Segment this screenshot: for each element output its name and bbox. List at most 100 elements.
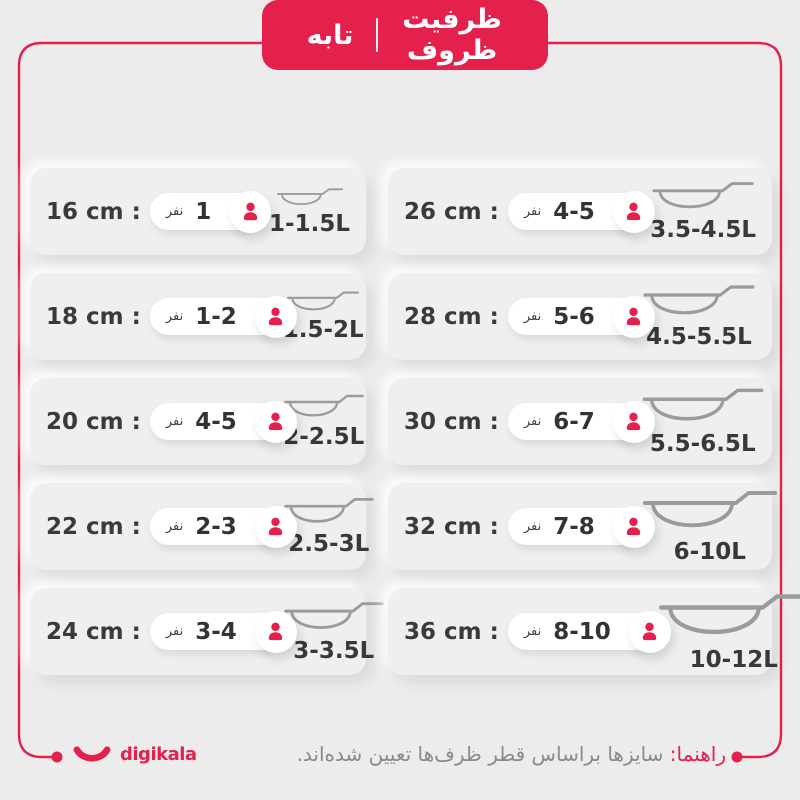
pan-icon [284, 601, 384, 629]
size-card-24cm: 24 cm : نفر 3-4 3-3.5L [30, 588, 384, 675]
volume-group: 3-3.5L [283, 600, 385, 664]
person-icon-circle [229, 190, 272, 233]
size-cards-column-left: 16 cm : نفر 1 1-1.5L 18 cm : نفر [30, 168, 384, 675]
volume-label: 2-2.5L [283, 424, 365, 450]
people-count: 7-8 [553, 513, 595, 540]
volume-label: 1.5-2L [282, 317, 364, 343]
size-card-32cm: 32 cm : نفر 7-8 6-10L [388, 483, 777, 570]
size-card-18cm: 18 cm : نفر 1-2 1.5-2L [30, 273, 366, 360]
volume-group: 6-10L [641, 488, 779, 565]
pan-icon [276, 187, 343, 205]
pan-icon [283, 498, 374, 523]
volume-label: 2.5-3L [288, 531, 370, 557]
volume-label: 4.5-5.5L [646, 324, 752, 350]
volume-label: 5.5-6.5L [649, 431, 756, 457]
diameter-label: 32 cm : [404, 513, 499, 540]
people-unit-label: نفر [523, 624, 542, 639]
people-count: 2-3 [195, 513, 237, 540]
diameter-label: 16 cm : [46, 198, 141, 225]
person-icon-circle [628, 610, 671, 653]
size-card-30cm: 30 cm : نفر 6-7 5.5-6.5L [388, 378, 772, 465]
people-pill: نفر 1 [149, 190, 272, 233]
person-icon [627, 412, 641, 431]
people-count: 5-6 [553, 303, 595, 330]
header-item-label: تابه [306, 19, 354, 51]
size-cards-column-right: 26 cm : نفر 4-5 3.5-4.5L 28 cm : نفر [388, 168, 800, 675]
people-pill: نفر 5-6 [507, 295, 655, 338]
person-icon [269, 517, 283, 536]
volume-label: 3-3.5L [293, 637, 375, 664]
people-pill: نفر 3-4 [149, 610, 297, 653]
people-pill: نفر 7-8 [507, 505, 655, 548]
volume-label: 6-10L [673, 539, 746, 565]
person-icon-circle [612, 295, 655, 338]
volume-group: 3.5-4.5L [650, 180, 756, 243]
volume-group: 2.5-3L [283, 496, 375, 557]
diameter-label: 20 cm : [46, 408, 141, 435]
person-icon-circle [612, 505, 655, 548]
person-icon [269, 622, 283, 641]
volume-group: 1-1.5L [269, 187, 350, 237]
size-card-20cm: 20 cm : نفر 4-5 2-2.5L [30, 378, 366, 465]
people-count: 6-7 [553, 408, 595, 435]
frame-end-dot-right [731, 751, 743, 763]
header-badge: تابه ظرفیت ظروف [262, 0, 548, 70]
people-pill: نفر 1-2 [149, 295, 297, 338]
person-icon-circle [254, 295, 297, 338]
size-card-16cm: 16 cm : نفر 1 1-1.5L [30, 168, 366, 255]
pan-icon [287, 291, 360, 311]
people-unit-label: نفر [165, 624, 184, 639]
people-unit-label: نفر [165, 519, 184, 534]
brand-logo: digikala [73, 744, 197, 765]
pan-icon [642, 388, 764, 421]
pan-icon [642, 491, 777, 528]
diameter-label: 30 cm : [404, 408, 499, 435]
footer-note-label: راهنما: [669, 742, 726, 766]
person-icon-circle [254, 400, 297, 443]
volume-group: 4.5-5.5L [642, 283, 756, 350]
volume-label: 3.5-4.5L [650, 217, 756, 243]
frame-end-dot-left [51, 751, 63, 763]
volume-group: 5.5-6.5L [641, 386, 765, 457]
people-count: 1-2 [195, 303, 237, 330]
people-count: 4-5 [553, 198, 595, 225]
volume-label: 10-12L [689, 646, 778, 673]
people-unit-label: نفر [165, 414, 184, 429]
person-icon [243, 202, 257, 221]
size-card-26cm: 26 cm : نفر 4-5 3.5-4.5L [388, 168, 772, 255]
size-card-36cm: 36 cm : نفر 8-10 10-12L [388, 588, 800, 675]
people-pill: نفر 8-10 [507, 610, 671, 653]
volume-group: 2-2.5L [283, 393, 365, 450]
volume-label: 1-1.5L [269, 210, 350, 237]
person-icon [627, 307, 641, 326]
person-icon-circle [254, 505, 297, 548]
people-unit-label: نفر [165, 204, 184, 219]
people-pill: نفر 6-7 [507, 400, 655, 443]
diameter-label: 18 cm : [46, 303, 141, 330]
people-unit-label: نفر [523, 204, 542, 219]
person-icon-circle [612, 190, 655, 233]
size-card-28cm: 28 cm : نفر 5-6 4.5-5.5L [388, 273, 772, 360]
people-count: 8-10 [553, 618, 611, 645]
diameter-label: 24 cm : [46, 618, 141, 645]
header-category-label: ظرفیت ظروف [402, 4, 502, 66]
header-divider [376, 18, 378, 52]
volume-group: 1.5-2L [283, 290, 364, 343]
people-pill: نفر 2-3 [149, 505, 297, 548]
pan-icon [652, 182, 754, 209]
brand-smile-icon [73, 746, 111, 762]
people-unit-label: نفر [523, 519, 542, 534]
footer-note-text: سایزها براساس قطر ظرف‌ها تعیین شده‌اند. [296, 742, 670, 766]
person-icon [627, 517, 641, 536]
person-icon [269, 307, 283, 326]
diameter-label: 28 cm : [404, 303, 499, 330]
people-pill: نفر 4-5 [507, 190, 655, 233]
people-count: 4-5 [195, 408, 237, 435]
pan-icon [643, 285, 755, 315]
volume-group: 10-12L [657, 591, 800, 673]
people-count: 3-4 [195, 618, 237, 645]
people-unit-label: نفر [523, 414, 542, 429]
diameter-label: 22 cm : [46, 513, 141, 540]
person-icon-circle [254, 610, 297, 653]
person-icon [269, 412, 283, 431]
